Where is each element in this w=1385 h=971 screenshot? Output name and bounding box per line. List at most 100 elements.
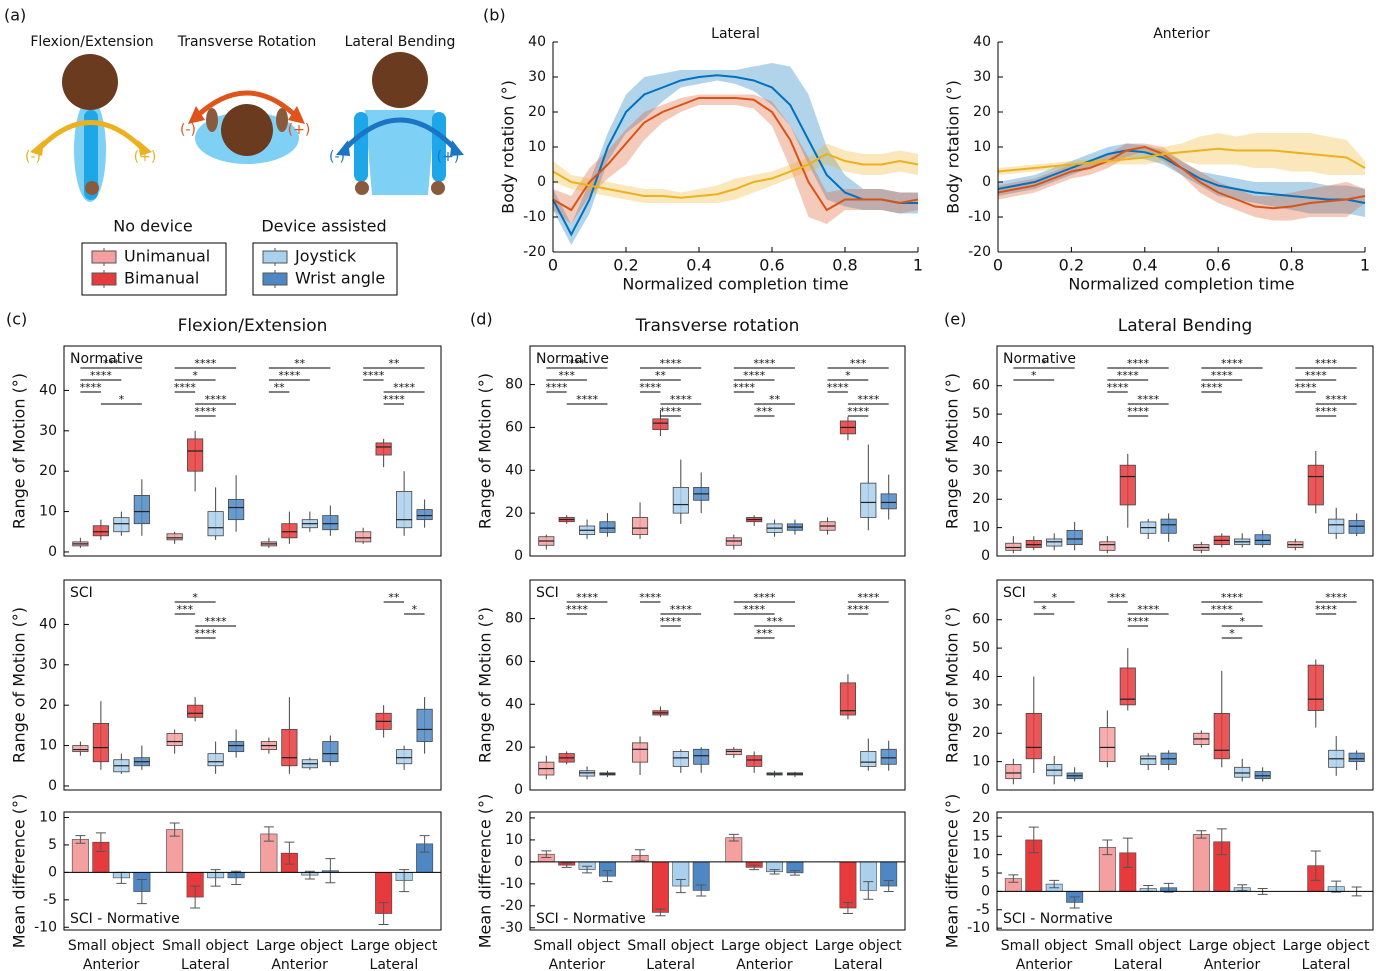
legend-label: Bimanual [124,269,199,288]
box [1255,772,1270,779]
significance-label: **** [847,405,870,418]
box [747,756,762,767]
y-axis-label: Range of Motion (°) [476,373,495,529]
significance-label: * [1041,603,1047,616]
legend-label: Unimanual [124,247,210,266]
box [1067,530,1082,544]
minus-label: (-) [329,149,345,165]
y-tick-label: 10 [39,738,57,754]
x-tick-label: Lateral [834,957,883,971]
significance-label: **** [80,381,103,394]
box [673,487,688,513]
significance-label: * [192,591,198,604]
significance-label: * [1031,369,1037,382]
box [1100,542,1115,551]
y-tick-label: 20 [505,505,523,521]
box [1308,665,1323,710]
plus-label: (+) [134,149,157,165]
significance-label: **** [194,405,217,418]
y-tick-label: 20 [39,463,57,479]
body [365,110,435,195]
y-tick-label: -10 [968,209,991,225]
significance-label: **** [362,369,385,382]
significance-label: *** [756,405,773,418]
y-tick-label: 40 [39,616,57,632]
x-tick-label: 0.8 [1279,256,1304,275]
arm [354,112,368,182]
bar [652,862,668,913]
x-tick-label: Small object [534,938,621,954]
x-tick-label: Small object [1095,938,1182,954]
legend-title: Device assisted [261,217,386,236]
y-axis-label: Body rotation (°) [499,80,518,214]
x-tick-label: Large object [815,938,902,954]
box [653,419,668,430]
box [93,723,108,761]
head [372,52,428,108]
x-tick-label: Lateral [181,957,230,971]
x-tick-label: Large object [350,938,437,954]
significance-label: **** [733,381,756,394]
x-tick-label: 0.2 [613,256,638,275]
box [1026,540,1041,547]
y-tick-label: 0 [537,174,546,190]
significance-label: **** [827,381,850,394]
plus-label: (+) [437,149,460,165]
y-axis-label: Range of Motion (°) [943,607,962,763]
box [694,749,709,764]
y-tick-label: 30 [973,69,991,85]
significance-label: **** [194,627,217,640]
y-tick-label: 5 [981,865,990,881]
chart-title: Flexion/Extension [178,316,328,336]
significance-label: **** [1107,381,1130,394]
box [881,749,896,764]
x-tick-label: 0 [993,256,1003,275]
y-tick-label: 10 [972,520,990,536]
diagram-title: Transverse Rotation [177,34,317,50]
panel-note: SCI - Normative [1003,911,1113,927]
significance-label: **** [1127,405,1150,418]
significance-label: **** [174,381,197,394]
box [376,443,391,455]
significance-label: **** [1295,381,1318,394]
y-tick-label: 20 [39,697,57,713]
x-tick-label: 0.4 [686,256,711,275]
box [1100,728,1115,762]
y-tick-label: 10 [973,139,991,155]
panel-note: SCI [536,585,559,601]
y-tick-label: 10 [528,139,546,155]
y-axis-label: Range of Motion (°) [10,607,29,763]
y-tick-label: -10 [967,920,990,936]
significance-label: ** [274,381,286,394]
x-tick-label: Small object [162,938,249,954]
box [417,709,432,741]
box [134,495,149,523]
x-tick-label: 1 [913,256,923,275]
chart-title: Anterior [1153,26,1210,42]
y-axis-label: Mean difference (°) [476,794,495,949]
x-tick-label: Small object [68,938,155,954]
plot-frame [64,580,441,790]
y-tick-label: 20 [528,104,546,120]
box [187,439,202,471]
x-tick-label: Small object [627,938,714,954]
y-tick-label: 50 [972,640,990,656]
head [221,104,273,156]
bar [72,839,88,872]
significance-label: * [1051,591,1057,604]
y-tick-label: -20 [968,244,991,260]
y-tick-label: 0 [981,548,990,564]
hand [276,108,288,132]
x-tick-label: Small object [1001,938,1088,954]
significance-label: *** [756,627,773,640]
x-tick-label: Large object [1189,938,1276,954]
hand [355,181,369,195]
y-tick-label: -20 [500,898,523,914]
box [1026,713,1041,758]
y-tick-label: 40 [505,462,523,478]
box [1120,465,1135,505]
diagram-title: Lateral Bending [345,34,456,50]
x-tick-label: 0.8 [832,256,857,275]
y-tick-label: 0 [48,864,57,880]
y-tick-label: 20 [972,725,990,741]
